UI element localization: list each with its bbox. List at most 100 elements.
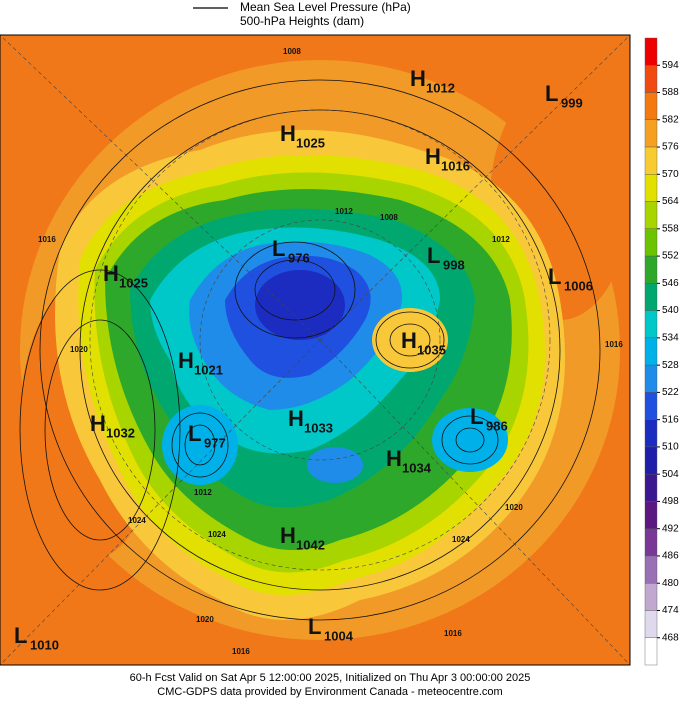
colorbar-label: 558 (662, 223, 679, 234)
center-value: 1035 (417, 342, 446, 357)
colorbar-label: 522 (662, 387, 679, 398)
contour-label: 1020 (196, 615, 214, 624)
colorbar-label: 516 (662, 414, 679, 425)
contour-label: 1012 (194, 488, 212, 497)
colorbar-box (644, 392, 658, 420)
colorbar-label: 552 (662, 251, 679, 262)
contour-label: 1024 (452, 535, 470, 544)
colorbar-label: 486 (662, 551, 679, 562)
center-value: 1012 (426, 80, 455, 95)
colorbar-label: 540 (662, 305, 679, 316)
colorbar-box (644, 446, 658, 475)
center-value: 1025 (119, 275, 148, 290)
center-value: 999 (561, 95, 583, 110)
center-letter: L (14, 623, 27, 648)
colorbar-label: 576 (662, 142, 679, 153)
center-value: 998 (443, 257, 465, 272)
colorbar-box (644, 283, 658, 311)
colorbar-label: 510 (662, 442, 679, 453)
contour-label: 1016 (232, 647, 250, 656)
colorbar-label: 564 (662, 196, 679, 207)
center-letter: L (427, 243, 440, 268)
center-value: 1010 (30, 637, 59, 652)
center-letter: L (272, 236, 285, 261)
center-letter: H (410, 66, 426, 91)
center-value: 1042 (296, 537, 325, 552)
colorbar-box (644, 174, 658, 202)
center-letter: H (288, 406, 304, 431)
center-value: 977 (204, 435, 226, 450)
colorbar-box (644, 364, 658, 393)
contour-label: 1016 (444, 629, 462, 638)
contour-label: 1020 (505, 503, 523, 512)
footer-text: CMC-GDPS data provided by Environment Ca… (157, 686, 502, 698)
center-value: 1006 (564, 278, 593, 293)
colorbar-box (644, 146, 658, 175)
colorbar-box (644, 65, 658, 93)
colorbar-box (644, 310, 658, 339)
colorbar-box (644, 583, 658, 611)
center-value: 1034 (402, 460, 432, 475)
center-value: 1032 (106, 425, 135, 440)
colorbar-label: 498 (662, 496, 679, 507)
footer-text: 60-h Fcst Valid on Sat Apr 5 12:00:00 20… (130, 672, 531, 684)
colorbar-label: 570 (662, 169, 679, 180)
center-letter: H (386, 446, 402, 471)
contour-label: 1012 (335, 207, 353, 216)
colorbar-box (644, 119, 658, 148)
colorbar-box (644, 337, 658, 366)
colorbar-label: 534 (662, 333, 679, 344)
colorbar-box (644, 501, 658, 529)
center-letter: L (545, 81, 558, 106)
contour-label: 1024 (208, 530, 226, 539)
center-letter: H (90, 411, 106, 436)
center-value: 1016 (441, 158, 470, 173)
colorbar: 594 588 582 576 570 564 558 552 546 540 534 528 522 5… (644, 37, 679, 666)
colorbar-label: 588 (662, 87, 679, 98)
center-letter: L (470, 404, 483, 429)
center-value: 1004 (324, 628, 354, 643)
colorbar-box (644, 528, 658, 557)
contour-label: 1016 (38, 235, 56, 244)
colorbar-box (644, 637, 658, 666)
center-letter: L (188, 421, 201, 446)
center-letter: H (103, 261, 119, 286)
center-letter: H (425, 144, 441, 169)
contour-label: 1012 (492, 235, 510, 244)
colorbar-box (644, 228, 658, 257)
center-value: 1021 (194, 362, 223, 377)
center-letter: H (178, 348, 194, 373)
contour-label: 1008 (380, 213, 398, 222)
colorbar-label: 474 (662, 605, 679, 616)
contour-label: 1016 (605, 340, 623, 349)
contour-label: 1024 (128, 516, 146, 525)
colorbar-box (644, 255, 658, 284)
legend-item: Mean Sea Level Pressure (hPa) (240, 0, 411, 14)
colorbar-label: 468 (662, 632, 679, 643)
map (0, 34, 631, 666)
center-letter: H (401, 328, 417, 353)
colorbar-label: 528 (662, 360, 679, 371)
center-value: 1033 (304, 420, 333, 435)
colorbar-box (644, 37, 658, 66)
center-value: 1025 (296, 135, 325, 150)
colorbar-label: 480 (662, 578, 679, 589)
colorbar-box (644, 201, 658, 230)
contour-label: 1020 (70, 345, 88, 354)
colorbar-label: 582 (662, 114, 679, 125)
contour-label: 1008 (283, 47, 301, 56)
center-letter: L (548, 264, 561, 289)
colorbar-box (644, 473, 658, 502)
legend-item: 500-hPa Heights (dam) (240, 14, 364, 28)
colorbar-box (644, 555, 658, 584)
colorbar-box (644, 419, 658, 448)
colorbar-box (644, 610, 658, 638)
center-letter: L (308, 614, 321, 639)
center-letter: H (280, 121, 296, 146)
colorbar-label: 594 (662, 60, 679, 71)
center-letter: H (280, 523, 296, 548)
colorbar-label: 492 (662, 523, 679, 534)
center-value: 976 (288, 250, 310, 265)
colorbar-box (644, 92, 658, 120)
